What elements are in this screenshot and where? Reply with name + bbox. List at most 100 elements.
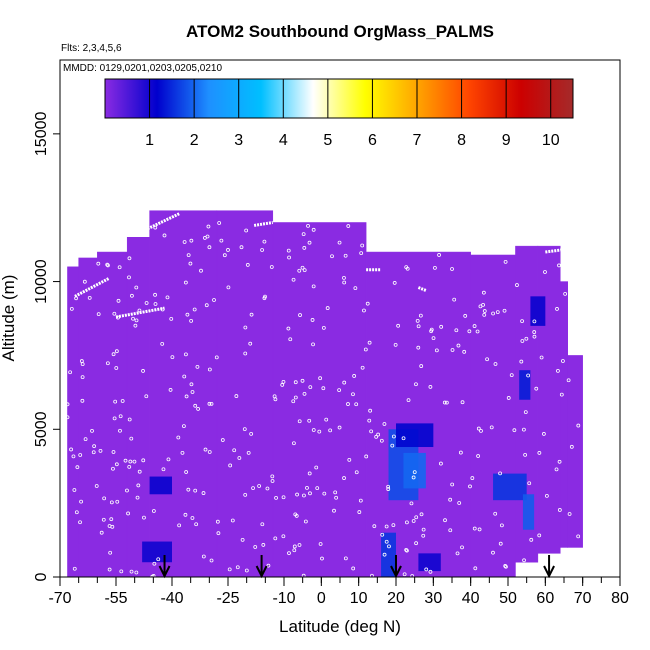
ramp-track (417, 286, 427, 292)
sample-point (433, 265, 437, 270)
y-tick-label: 0 (33, 572, 50, 581)
sample-point (127, 256, 132, 261)
sample-point (281, 534, 286, 539)
sample-point (302, 493, 306, 498)
sample-point (113, 399, 118, 404)
sample-point (532, 319, 537, 324)
sample-point (428, 569, 433, 574)
sample-point (307, 240, 312, 245)
sample-point (153, 292, 157, 297)
sample-point (79, 499, 83, 504)
ramp-track (74, 277, 110, 298)
sample-point (337, 388, 342, 393)
sample-point (563, 291, 568, 296)
sample-point (379, 438, 384, 443)
sample-point (455, 551, 460, 556)
sample-point (460, 400, 465, 405)
sample-point (468, 484, 472, 489)
sample-point (166, 457, 171, 462)
sample-point (481, 290, 486, 295)
sample-point (287, 551, 291, 556)
sample-point (322, 491, 327, 496)
sample-point (209, 558, 214, 563)
sample-point (509, 373, 514, 377)
sample-point (416, 345, 421, 350)
y-tick-label: 5000 (33, 411, 50, 447)
heatmap-patch (149, 476, 172, 495)
sample-point (363, 347, 368, 352)
sample-point (206, 224, 211, 229)
sample-point (92, 444, 97, 449)
sample-point (127, 417, 132, 422)
sample-point (485, 357, 489, 362)
sample-point (96, 261, 101, 266)
sample-point (262, 239, 267, 244)
sample-point (190, 516, 195, 520)
sample-point (109, 517, 114, 522)
sample-point (374, 434, 379, 439)
sample-point (232, 448, 237, 453)
x-tick-label: 10 (350, 590, 368, 607)
sample-point (301, 232, 306, 237)
sample-point (498, 541, 503, 546)
sample-point (135, 495, 140, 500)
heatmap-cell (560, 281, 568, 548)
sample-point (127, 275, 131, 280)
heatmap-cell (126, 237, 150, 578)
sample-point (522, 427, 526, 432)
sample-point (561, 359, 565, 363)
sample-point (185, 312, 190, 317)
sample-point (321, 325, 326, 330)
sample-point (168, 388, 173, 392)
sample-point (387, 544, 391, 549)
sample-point (460, 545, 464, 550)
sample-point (476, 454, 480, 458)
sample-point (261, 543, 266, 547)
colorbar-tick-label: 5 (323, 132, 332, 149)
sample-point (421, 533, 426, 538)
heatmap-cell (272, 222, 367, 578)
sample-point (498, 471, 502, 476)
sample-point (351, 566, 356, 571)
sample-point (406, 398, 411, 403)
sample-point (107, 524, 112, 528)
sample-point (115, 499, 120, 504)
sample-point (108, 550, 113, 555)
sample-point (300, 378, 305, 383)
sample-point (153, 225, 158, 230)
sample-point (234, 394, 239, 398)
sample-point (414, 515, 419, 520)
heatmap-patch (522, 494, 535, 530)
sample-point (291, 399, 296, 404)
sample-point (324, 417, 329, 422)
sample-point (495, 310, 500, 315)
sample-point (419, 364, 424, 368)
sample-point (500, 523, 504, 528)
ramp-tracks (74, 212, 568, 319)
sample-point (253, 545, 258, 549)
colorbar-tick-label: 4 (279, 132, 288, 149)
sample-point (473, 566, 478, 571)
sample-point (318, 376, 323, 381)
latitude-arrow-head (390, 565, 402, 579)
sample-point (222, 253, 227, 258)
sample-point (111, 352, 116, 357)
sample-point (239, 245, 244, 250)
sample-point (249, 312, 254, 317)
sample-point (520, 339, 525, 343)
sample-point (87, 295, 92, 300)
sample-point (129, 436, 134, 441)
sample-point (424, 567, 429, 572)
sample-point (79, 359, 84, 363)
sample-point (243, 325, 248, 330)
sample-point (170, 355, 175, 360)
sample-point (300, 265, 305, 270)
sample-point (72, 488, 77, 492)
sample-point (125, 488, 129, 493)
sample-point (382, 552, 387, 557)
colorbar-tick-label: 6 (368, 132, 377, 149)
sample-point (134, 285, 139, 290)
sample-point (192, 307, 197, 312)
sample-point (437, 253, 441, 257)
latitude-arrows (158, 555, 555, 579)
